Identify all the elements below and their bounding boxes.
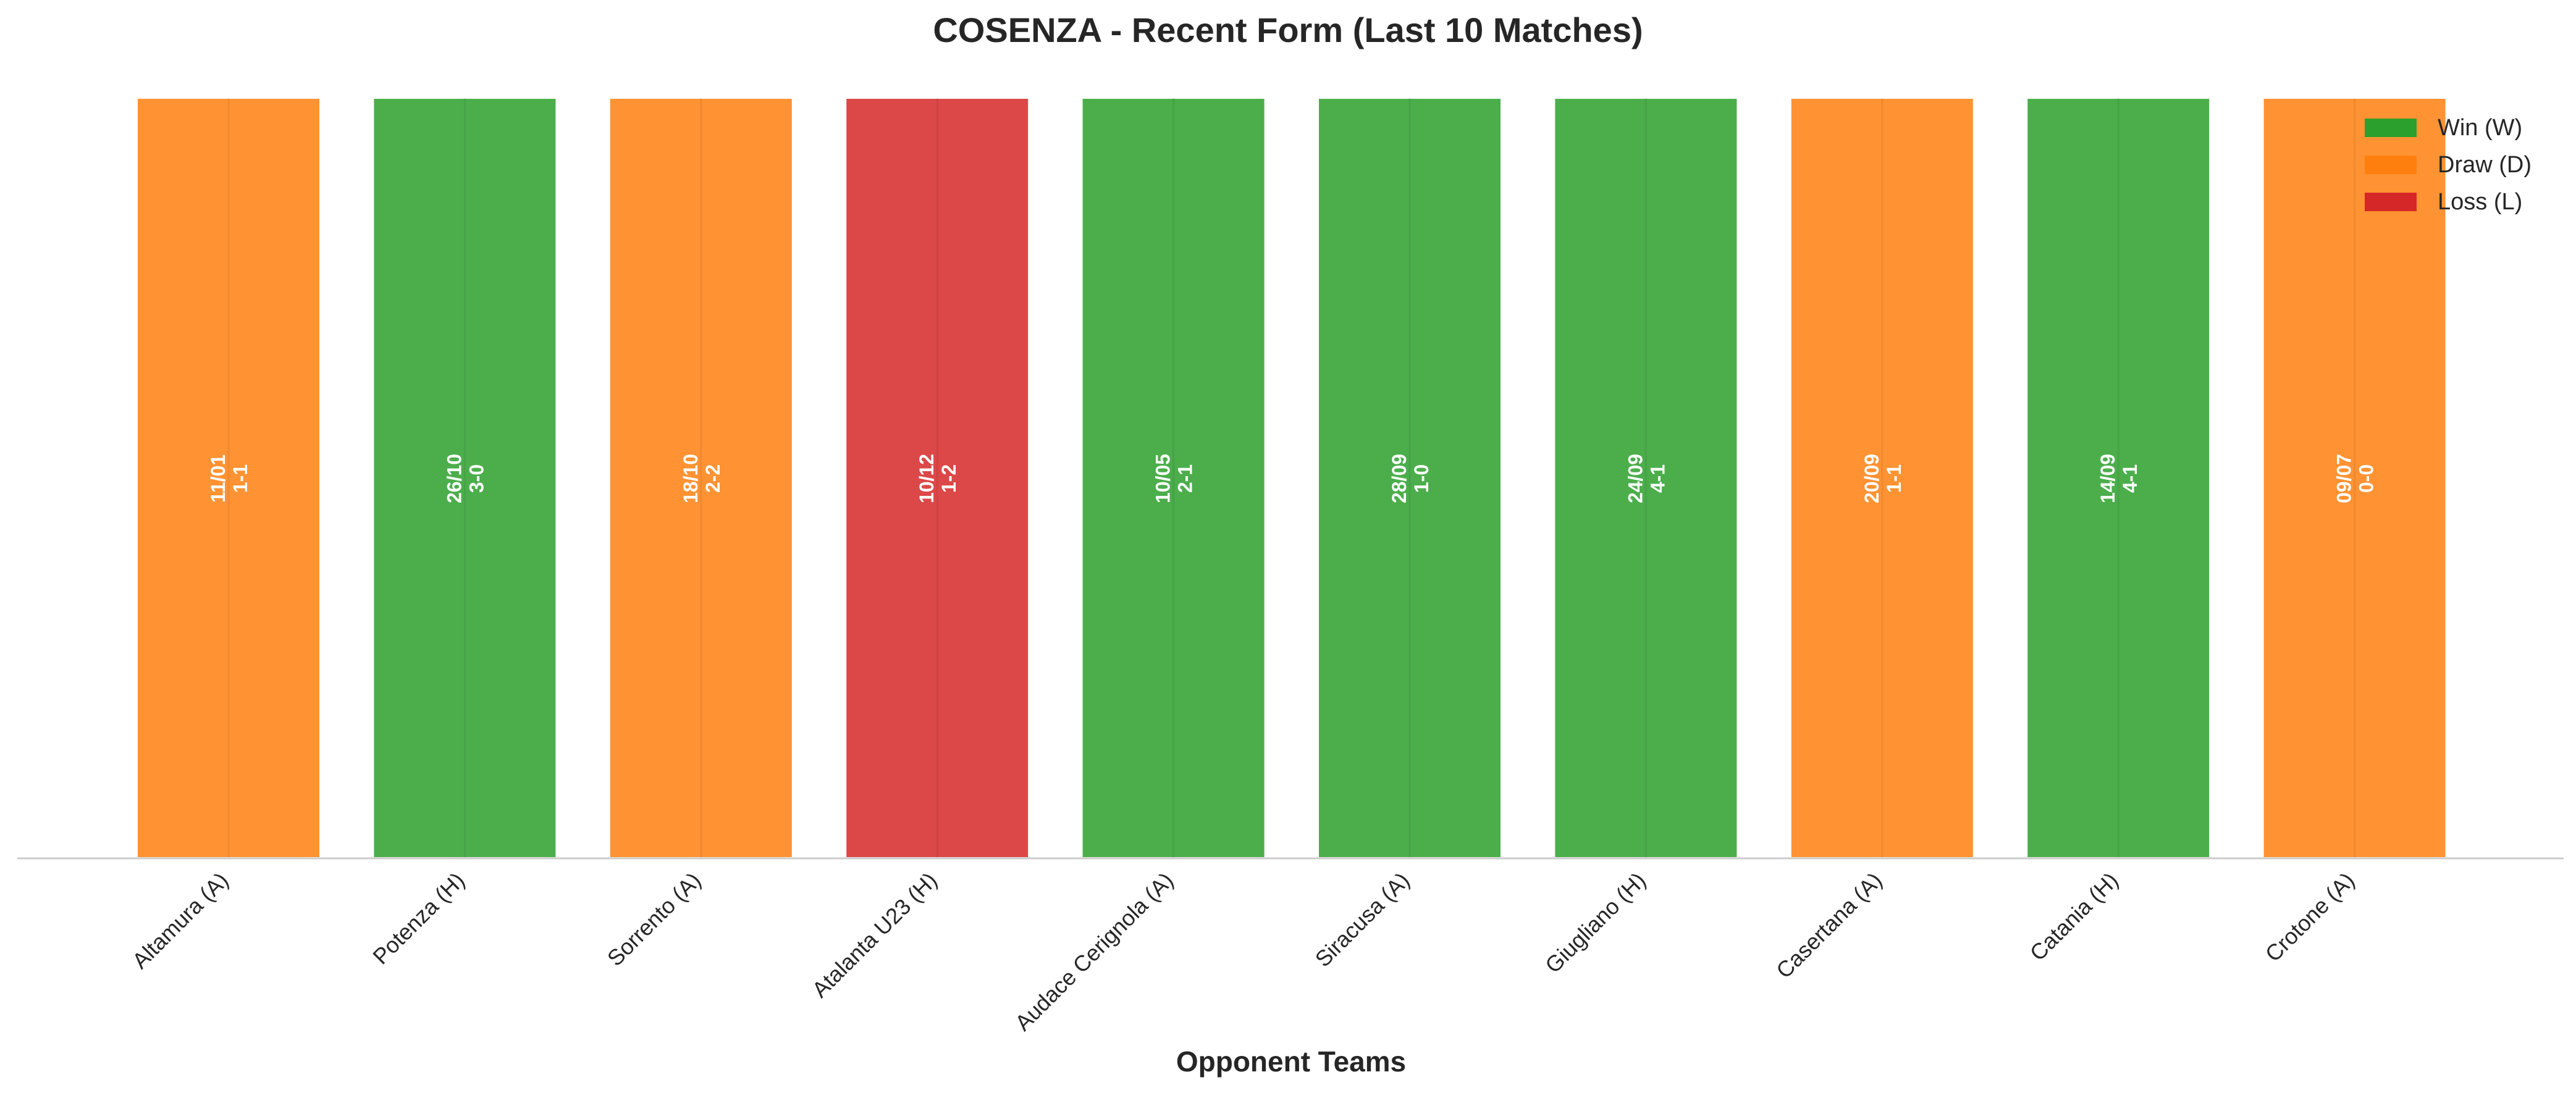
bar-score-label: 0-0 — [2355, 464, 2378, 493]
bar-label: 24/094-1 — [1624, 454, 1669, 503]
legend-swatch-w — [2365, 119, 2417, 137]
bar-label: 10/052-1 — [1152, 454, 1197, 503]
x-tick-label: Crotone (A) — [2260, 868, 2360, 967]
x-tick-label: Potenza (H) — [368, 868, 469, 969]
bar-label: 26/103-0 — [443, 454, 487, 503]
bar-date-label: 14/09 — [2097, 454, 2119, 503]
bar-7 — [1552, 96, 1740, 860]
x-tick-label: Altamura (A) — [127, 868, 234, 974]
bar-score-label: 3-0 — [465, 464, 487, 493]
x-tick-label: Sorrento (A) — [602, 868, 706, 971]
x-tick-labels: Altamura (A) Potenza (H) Sorrento (A) Atala… — [127, 868, 2359, 1036]
bar-date-label: 26/10 — [443, 454, 465, 503]
bar-label: 11/011-1 — [207, 454, 251, 503]
legend-label-d: Draw (D) — [2438, 152, 2532, 178]
bar-label: 18/102-2 — [680, 454, 724, 503]
bar-date-label: 24/09 — [1624, 454, 1646, 503]
bar-10 — [2261, 96, 2448, 860]
bar-5 — [1080, 96, 1267, 860]
bar-6 — [1316, 96, 1503, 860]
bar-date-label: 10/12 — [915, 454, 938, 503]
bar-date-label: 10/05 — [1152, 454, 1174, 503]
bar-label: 14/094-1 — [2097, 454, 2141, 503]
x-tick-label: Atalanta U23 (H) — [807, 868, 942, 1003]
x-tick-label: Siracusa (A) — [1310, 868, 1415, 972]
legend-swatch-l — [2365, 193, 2417, 211]
bar-4 — [844, 96, 1031, 860]
x-axis-label: Opponent Teams — [1176, 1045, 1406, 1078]
bar-3 — [607, 96, 794, 860]
bar-score-label: 2-2 — [702, 464, 724, 493]
x-tick-label: Audace Cerignola (A) — [1010, 868, 1178, 1036]
bar-date-label: 28/09 — [1388, 454, 1410, 503]
legend: Win (W) Draw (D) Loss (L) — [2365, 115, 2532, 215]
chart-title: COSENZA - Recent Form (Last 10 Matches) — [933, 10, 1643, 49]
bar-date-label: 20/09 — [1861, 454, 1883, 503]
bar-score-label: 1-1 — [1883, 464, 1905, 493]
bar-2 — [371, 96, 558, 860]
bar-label: 20/091-1 — [1861, 454, 1905, 503]
x-tick-label: Casertana (A) — [1771, 868, 1887, 983]
bar-date-label: 18/10 — [680, 454, 702, 503]
bar-label: 28/091-0 — [1388, 454, 1433, 503]
bar-score-label: 4-1 — [1646, 464, 1669, 493]
bar-date-label: 11/01 — [207, 454, 229, 503]
bar-score-label: 2-1 — [1174, 464, 1197, 493]
x-tick-label: Giugliano (H) — [1540, 868, 1651, 978]
bar-label: 09/070-0 — [2333, 454, 2378, 503]
bar-score-label: 1-0 — [1410, 464, 1433, 493]
bar-score-label: 1-2 — [938, 464, 960, 493]
bar-label: 10/121-2 — [915, 454, 960, 503]
legend-label-w: Win (W) — [2438, 115, 2522, 141]
legend-label-l: Loss (L) — [2438, 189, 2522, 215]
bar-score-label: 4-1 — [2119, 464, 2141, 493]
bar-score-label: 1-1 — [229, 464, 251, 493]
bars-group: 11/011-1 26/103-0 18/102-2 10/121-2 10/052-1… — [135, 96, 2448, 860]
bar-date-label: 09/07 — [2333, 454, 2355, 503]
bar-1 — [135, 96, 322, 860]
x-tick-label: Catania (H) — [2025, 868, 2123, 966]
legend-swatch-d — [2365, 156, 2417, 174]
